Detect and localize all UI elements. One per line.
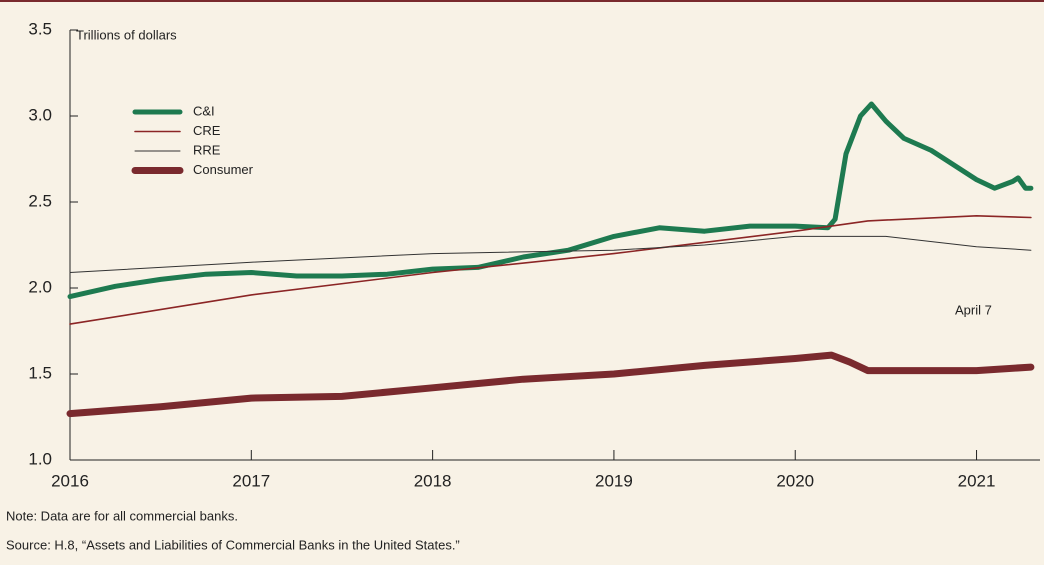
- series-line: [69, 215, 1032, 325]
- x-tick-label: 2021: [958, 471, 996, 490]
- annotation: April 7: [955, 302, 992, 317]
- series-line: [69, 235, 1032, 273]
- source: Source: H.8, “Assets and Liabilities of …: [6, 537, 460, 552]
- legend-label: Consumer: [193, 162, 254, 177]
- y-tick-label: 2.5: [28, 191, 52, 210]
- legend-label: C&I: [193, 103, 215, 118]
- x-tick-label: 2016: [51, 471, 89, 490]
- note: Note: Data are for all commercial banks.: [6, 508, 238, 523]
- x-tick-label: 2019: [595, 471, 633, 490]
- x-tick-label: 2020: [776, 471, 814, 490]
- x-tick-label: 2018: [414, 471, 452, 490]
- series-line: [66, 351, 1035, 418]
- legend-label: CRE: [193, 123, 221, 138]
- y-tick-label: 3.5: [28, 19, 52, 38]
- y-tick-label: 2.0: [28, 277, 52, 296]
- y-tick-label: 1.5: [28, 363, 52, 382]
- y-tick-label: 3.0: [28, 105, 52, 124]
- x-tick-label: 2017: [232, 471, 270, 490]
- legend-label: RRE: [193, 142, 221, 157]
- y-tick-label: 1.0: [28, 449, 52, 468]
- y-axis-label: Trillions of dollars: [76, 27, 177, 42]
- series-line: [67, 101, 1034, 300]
